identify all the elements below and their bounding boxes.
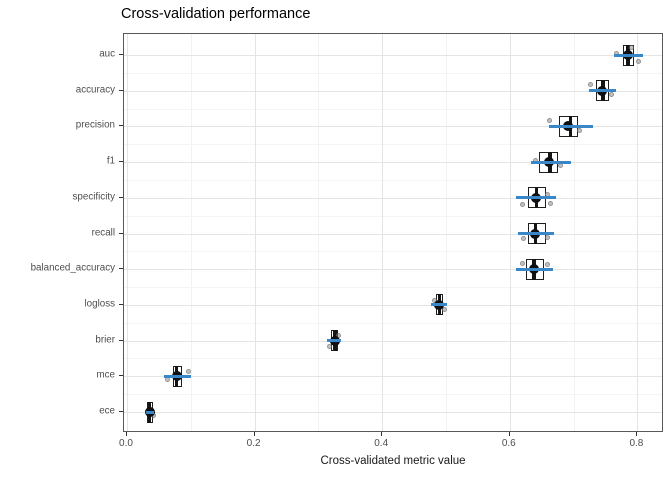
- gridline-y-minor: [124, 322, 662, 324]
- x-axis-tick: [636, 432, 638, 436]
- jitter-point: [441, 307, 447, 313]
- y-axis-tick: [119, 303, 123, 305]
- chart-title: Cross-validation performance: [121, 6, 311, 22]
- gridline-y-major: [124, 55, 662, 56]
- y-axis-tick: [119, 125, 123, 127]
- y-axis-tick: [119, 89, 123, 91]
- gridline-y-major: [124, 269, 662, 271]
- gridline-y-minor: [124, 394, 662, 396]
- y-tick-label: brier: [95, 334, 115, 346]
- x-tick-label: 0.0: [119, 438, 133, 449]
- mean-crossbar: [614, 53, 644, 57]
- y-axis-tick: [119, 196, 123, 198]
- gridline-y-major: [124, 233, 662, 235]
- mean-crossbar: [516, 196, 556, 200]
- y-tick-label: auc: [99, 48, 115, 60]
- gridline-y-major: [124, 304, 662, 306]
- y-axis-tick: [119, 268, 123, 270]
- jitter-point: [544, 235, 550, 240]
- y-tick-label: recall: [91, 227, 115, 238]
- gridline-y-major: [124, 340, 662, 342]
- gridline-y-major: [124, 126, 662, 128]
- y-tick-label: precision: [75, 119, 115, 131]
- x-tick-label: 0.6: [501, 438, 516, 449]
- y-tick-label: balanced_accuracy: [30, 262, 115, 274]
- gridline-x-major: [382, 34, 384, 431]
- x-tick-label: 0.8: [629, 438, 644, 449]
- gridline-x-minor: [318, 34, 320, 431]
- jitter-point: [520, 202, 526, 208]
- gridline-x-major: [509, 34, 511, 431]
- y-tick-label: ece: [99, 405, 115, 417]
- y-axis-tick: [119, 411, 123, 412]
- x-axis-tick: [381, 432, 383, 436]
- x-tick-label: 0.2: [246, 438, 261, 449]
- y-tick-label: accuracy: [75, 84, 115, 96]
- mean-crossbar: [327, 339, 342, 343]
- plot-panel: [123, 33, 663, 432]
- gridline-y-major: [124, 412, 662, 413]
- jitter-point: [548, 201, 554, 207]
- mean-crossbar: [518, 232, 555, 235]
- y-axis-tick: [119, 54, 123, 55]
- y-axis-tick: [119, 339, 123, 341]
- jitter-point: [521, 236, 527, 241]
- y-axis-tick: [119, 375, 123, 377]
- jitter-point: [327, 344, 333, 350]
- gridline-y-major: [124, 162, 662, 164]
- gridline-x-major: [254, 34, 256, 431]
- gridline-y-minor: [124, 215, 662, 217]
- gridline-y-minor: [124, 144, 662, 146]
- gridline-x-minor: [573, 34, 575, 431]
- gridline-y-major: [124, 376, 662, 378]
- gridline-y-minor: [124, 179, 662, 181]
- gridline-x-minor: [445, 34, 447, 431]
- jitter-point: [628, 44, 634, 50]
- gridline-x-minor: [190, 34, 192, 431]
- mean-crossbar: [431, 303, 448, 307]
- x-axis-tick: [253, 432, 255, 436]
- y-tick-label: specificity: [72, 191, 115, 203]
- jitter-point: [576, 127, 582, 133]
- x-axis-tick: [125, 432, 127, 436]
- jitter-point: [544, 261, 550, 267]
- gridline-y-minor: [124, 108, 662, 110]
- gridline-y-minor: [124, 358, 662, 360]
- mean-crossbar: [548, 124, 594, 128]
- jitter-point: [609, 92, 615, 98]
- jitter-point: [520, 260, 526, 266]
- mean-crossbar: [516, 267, 553, 271]
- x-axis-tick: [508, 432, 510, 436]
- y-tick-label: logloss: [84, 298, 116, 310]
- jitter-point: [588, 82, 594, 88]
- jitter-point: [546, 117, 552, 123]
- mean-crossbar: [588, 89, 616, 93]
- y-axis-tick: [119, 161, 123, 163]
- mean-crossbar: [530, 160, 572, 164]
- mean-crossbar: [164, 374, 191, 378]
- gridline-y-major: [124, 90, 662, 92]
- y-tick-label: f1: [106, 155, 115, 167]
- x-axis-title: Cross-validated metric value: [320, 455, 466, 467]
- gridline-y-minor: [124, 287, 662, 289]
- x-tick-label: 0.4: [374, 438, 389, 449]
- gridline-x-major: [637, 34, 639, 431]
- gridline-y-minor: [124, 72, 662, 74]
- gridline-y-major: [124, 197, 662, 199]
- jitter-point: [635, 58, 641, 64]
- jitter-point: [186, 368, 192, 374]
- gridline-y-minor: [124, 251, 662, 253]
- gridline-x-major: [126, 34, 128, 431]
- mean-crossbar: [145, 410, 154, 414]
- y-tick-label: mce: [96, 369, 115, 381]
- y-axis-tick: [119, 232, 123, 234]
